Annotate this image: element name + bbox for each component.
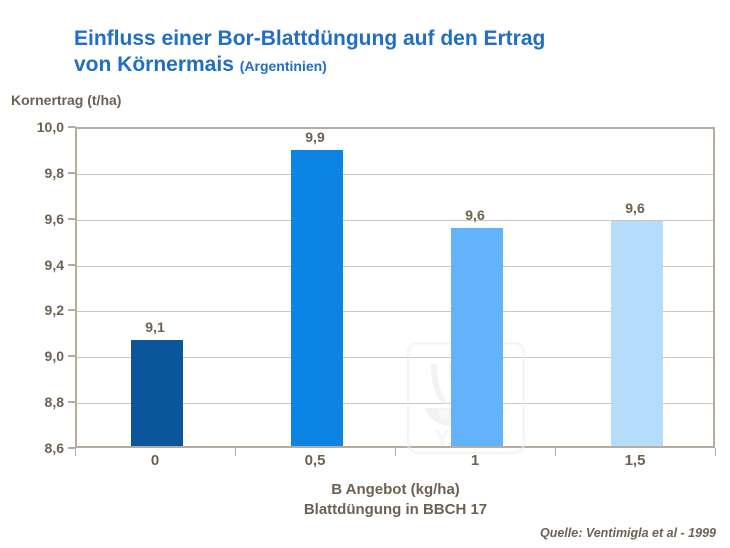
x-axis-title-line-1: B Angebot (kg/ha)	[331, 481, 460, 498]
bar-value-label: 9,6	[625, 200, 645, 216]
x-tick-mark	[75, 448, 76, 456]
y-tick-mark	[68, 309, 76, 312]
y-tick-mark	[68, 217, 76, 220]
gridline	[77, 173, 713, 175]
chart-title: Einfluss einer Bor-Blattdüngung auf den …	[74, 26, 694, 79]
x-tick-mark	[715, 448, 716, 456]
y-tick-mark	[68, 126, 76, 128]
y-tick-label: 9,6	[44, 210, 64, 227]
chart-title-subtitle: (Argentinien)	[239, 58, 327, 74]
y-tick-label: 8,6	[44, 440, 64, 456]
bar[interactable]	[451, 227, 503, 446]
y-tick-mark	[68, 447, 76, 449]
bar-value-label: 9,6	[465, 206, 485, 223]
x-tick-label: 0,5	[304, 452, 326, 469]
x-tick-label: 1	[470, 452, 480, 469]
y-tick-label: 9,4	[44, 256, 64, 273]
x-tick-mark	[395, 448, 396, 456]
chart-title-line-2: von Körnermais (Argentinien)	[74, 52, 694, 79]
bar[interactable]	[291, 149, 343, 446]
source-note: Quelle: Ventimigla et al - 1999	[540, 526, 716, 540]
gridline	[77, 403, 713, 405]
y-axis-title: Kornertrag (t/ha)	[11, 92, 122, 108]
y-tick-mark	[68, 355, 76, 358]
gridline	[77, 311, 713, 313]
y-tick-label: 9,2	[44, 302, 64, 319]
y-tick-label: 9,8	[44, 164, 64, 181]
bar-value-label: 9,1	[145, 319, 165, 336]
x-axis-title: B Angebot (kg/ha) Blattdüngung in BBCH 1…	[75, 480, 716, 520]
x-tick-label: 0	[150, 452, 160, 469]
y-tick-label: 9,0	[44, 348, 64, 365]
gridline	[77, 265, 713, 267]
bar-value-label: 9,9	[305, 128, 325, 145]
plot-area: YARA	[75, 127, 715, 455]
bar[interactable]	[131, 340, 183, 446]
y-tick-mark	[68, 401, 76, 404]
y-tick-label: 8,8	[44, 394, 64, 411]
gridline	[77, 357, 713, 359]
x-tick-mark	[555, 448, 556, 456]
y-tick-mark	[68, 263, 76, 266]
x-tick-mark	[235, 448, 236, 456]
chart-title-line-1: Einfluss einer Bor-Blattdüngung auf den …	[74, 27, 546, 50]
y-tick-label: 10,0	[36, 119, 64, 135]
x-axis-title-line-2: Blattdüngung in BBCH 17	[303, 501, 488, 518]
y-tick-mark	[68, 171, 76, 174]
gridline	[77, 219, 713, 221]
x-tick-label: 1,5	[624, 452, 646, 469]
chart-title-line-2-main: von Körnermais	[74, 53, 234, 76]
bar[interactable]	[611, 221, 663, 446]
